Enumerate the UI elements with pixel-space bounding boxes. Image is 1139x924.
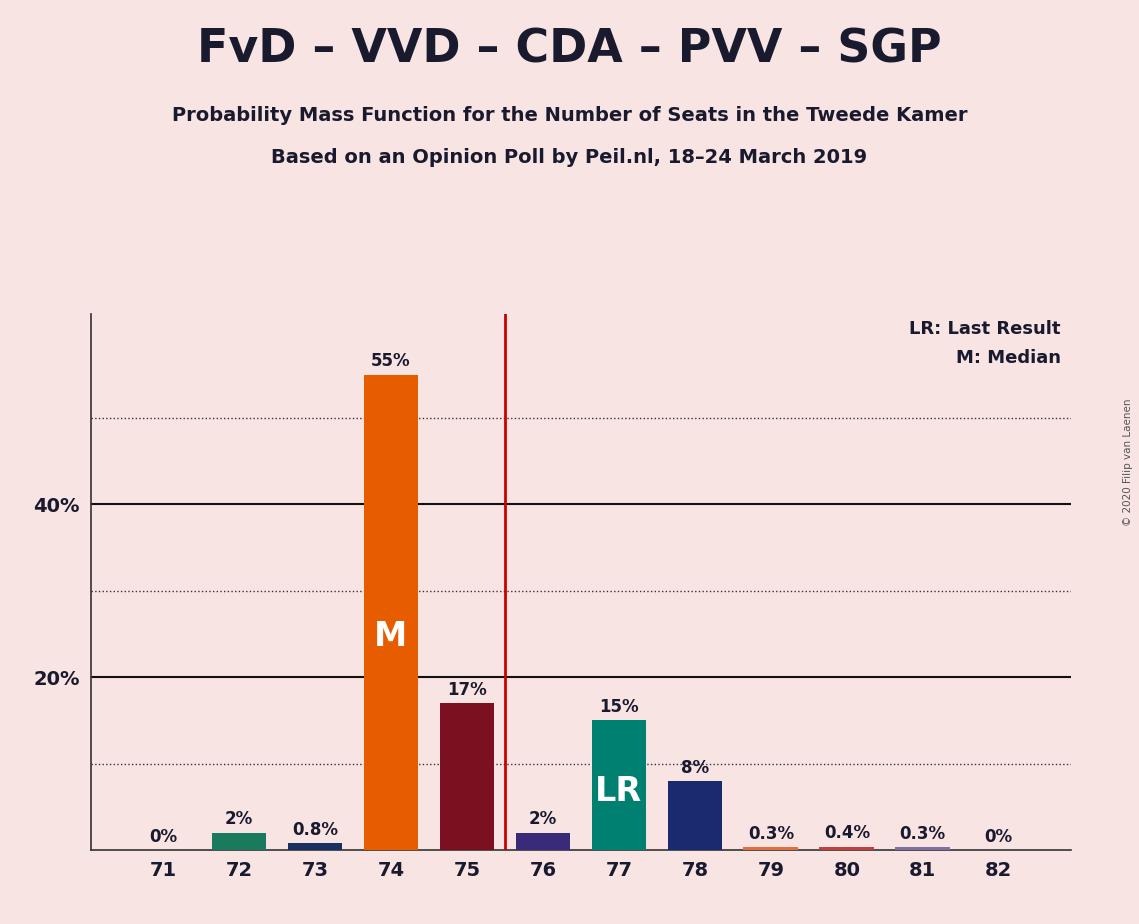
Text: 17%: 17% <box>446 681 486 699</box>
Text: LR: LR <box>596 775 642 808</box>
Text: 15%: 15% <box>599 699 639 716</box>
Text: Based on an Opinion Poll by Peil.nl, 18–24 March 2019: Based on an Opinion Poll by Peil.nl, 18–… <box>271 148 868 167</box>
Bar <box>363 374 418 850</box>
Text: FvD – VVD – CDA – PVV – SGP: FvD – VVD – CDA – PVV – SGP <box>197 28 942 73</box>
Text: 0%: 0% <box>149 828 177 845</box>
Bar <box>744 847 798 850</box>
Bar <box>516 833 571 850</box>
Bar <box>895 847 950 850</box>
Text: 2%: 2% <box>224 810 253 829</box>
Text: 2%: 2% <box>528 810 557 829</box>
Bar <box>667 781 722 850</box>
Bar <box>591 721 646 850</box>
Text: Probability Mass Function for the Number of Seats in the Tweede Kamer: Probability Mass Function for the Number… <box>172 106 967 126</box>
Text: 55%: 55% <box>371 352 411 371</box>
Text: 0.8%: 0.8% <box>292 821 338 839</box>
Text: LR: Last Result
M: Median: LR: Last Result M: Median <box>909 320 1060 367</box>
Text: 8%: 8% <box>681 759 708 776</box>
Text: 0.3%: 0.3% <box>748 825 794 844</box>
Text: 0.3%: 0.3% <box>900 825 945 844</box>
Bar <box>212 833 267 850</box>
Text: 0%: 0% <box>985 828 1013 845</box>
Bar <box>440 703 494 850</box>
Bar <box>288 844 343 850</box>
Text: 0.4%: 0.4% <box>823 824 870 843</box>
Text: © 2020 Filip van Laenen: © 2020 Filip van Laenen <box>1123 398 1133 526</box>
Bar <box>819 846 874 850</box>
Text: M: M <box>375 620 408 652</box>
